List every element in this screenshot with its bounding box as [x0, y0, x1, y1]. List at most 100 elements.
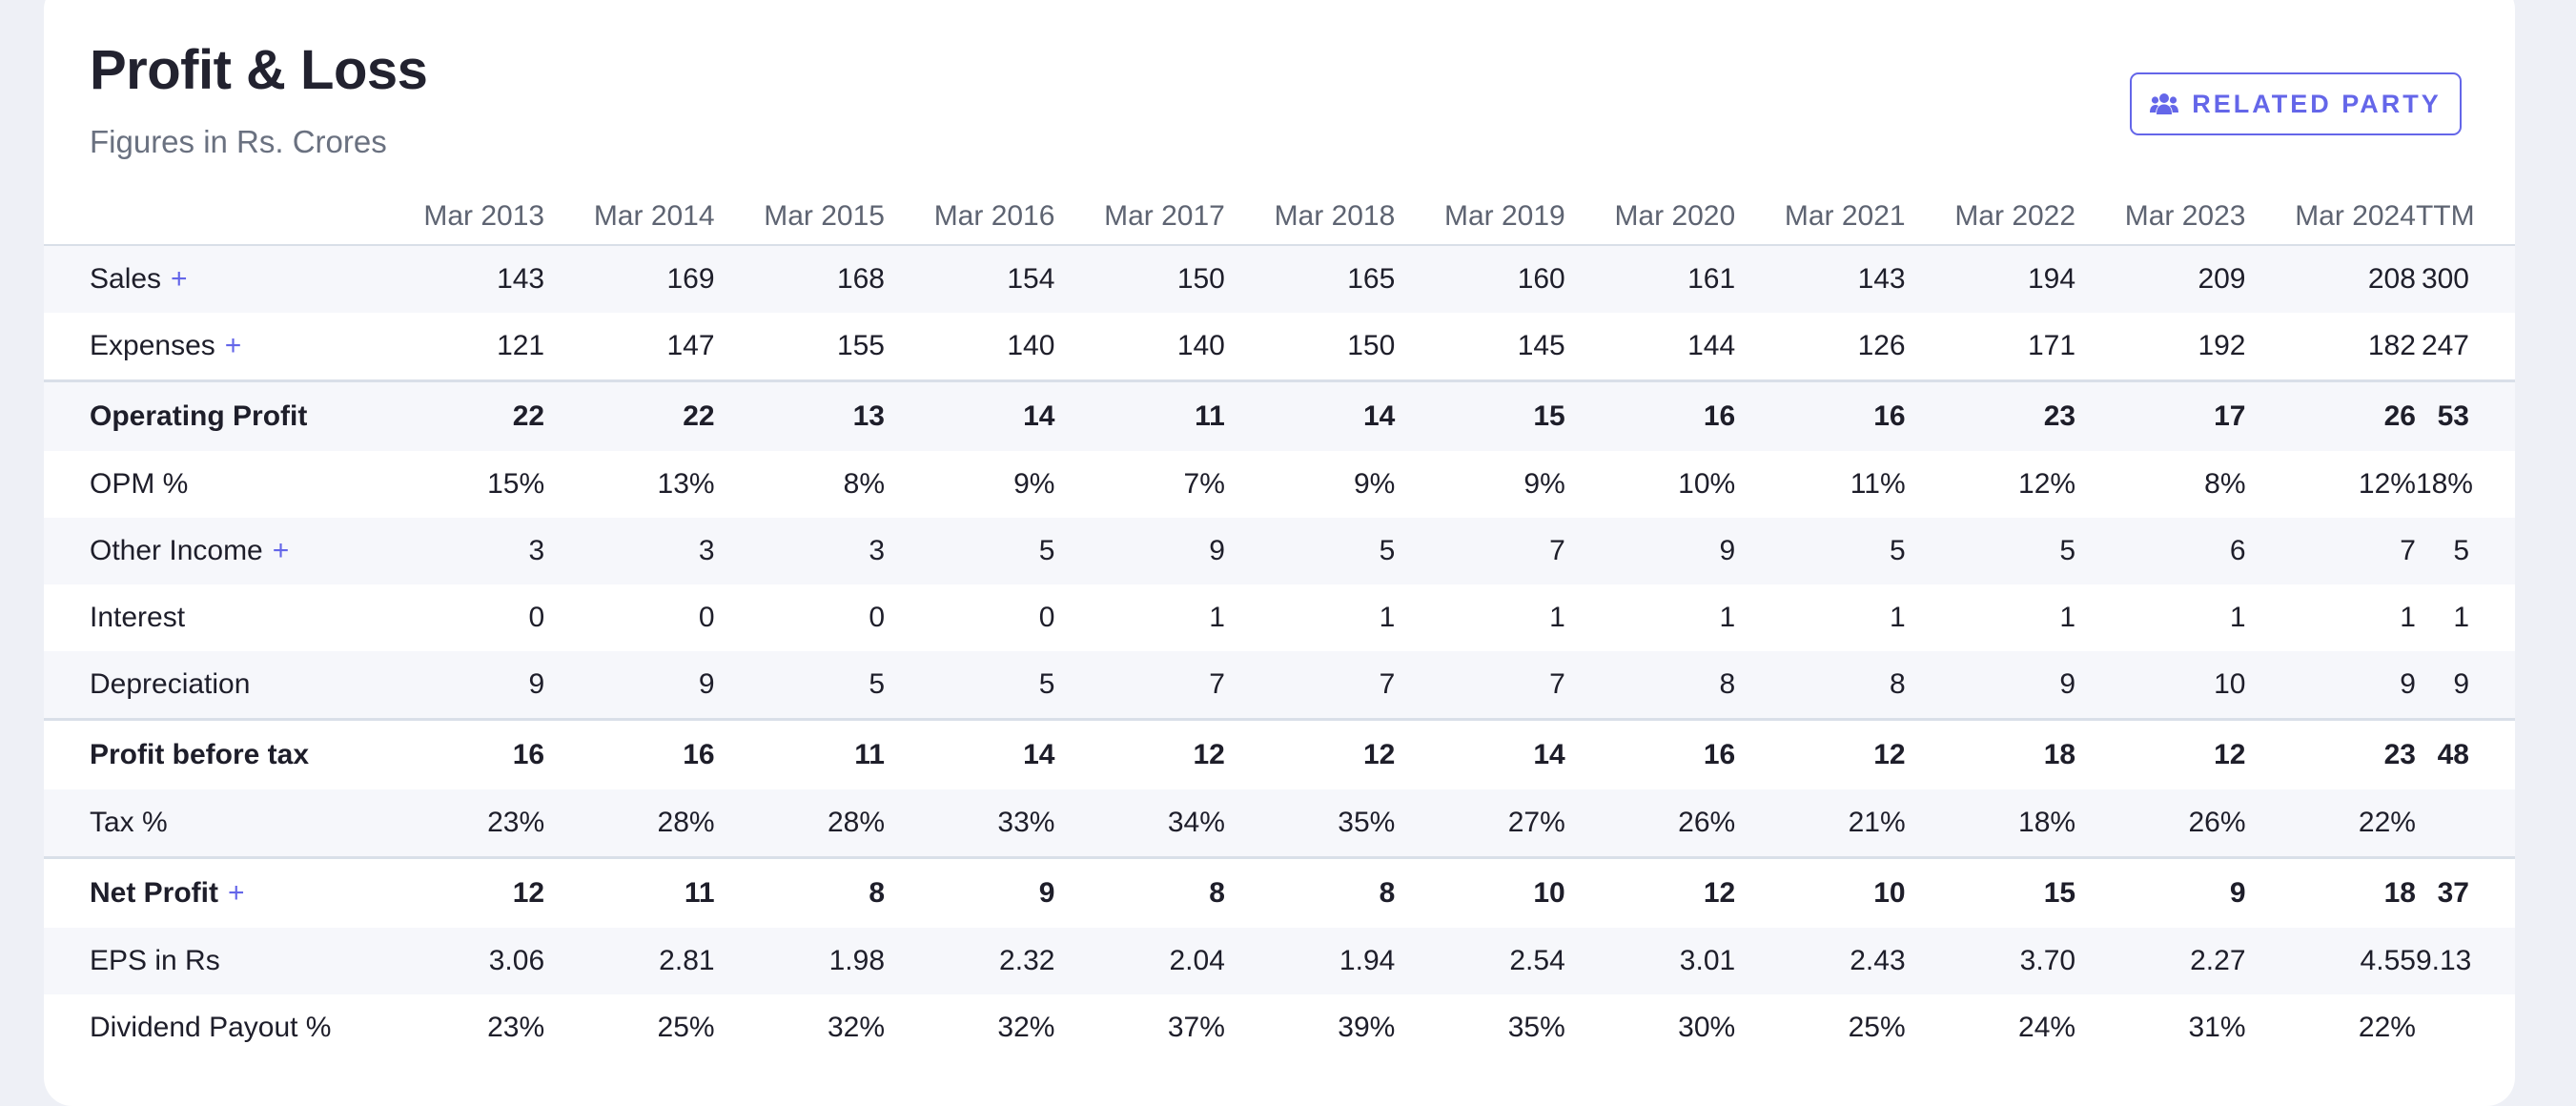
section-title: Profit & Loss	[90, 39, 428, 101]
row-label-cell: Interest	[44, 584, 375, 651]
value-cell: 9	[528, 668, 545, 700]
value-cell: 11%	[1850, 468, 1906, 500]
value-cell: 171	[2028, 330, 2076, 361]
value-cell: 12	[512, 877, 545, 909]
value-cell: 16	[1873, 400, 1906, 432]
value-cell: 147	[666, 330, 715, 361]
value-cell: 1	[2400, 602, 2416, 633]
row-label: Expenses	[90, 330, 215, 361]
row-label: Other Income	[90, 535, 263, 566]
value-cell: 13	[852, 400, 885, 432]
ttm-value-cell: 5	[2453, 535, 2469, 566]
value-cell: 3.70	[2019, 945, 2076, 976]
value-cell: 21%	[1848, 807, 1906, 838]
expand-plus-icon[interactable]: +	[171, 263, 188, 295]
table-row: Profit before tax 16 16 11 14 12 12 14 16 12 18 12 2…	[44, 719, 2515, 789]
value-cell: 11	[854, 739, 885, 770]
related-party-label: RELATED PARTY	[2192, 89, 2442, 118]
expand-plus-icon[interactable]: +	[272, 535, 290, 566]
column-header: Mar 2021	[1784, 200, 1906, 232]
expand-plus-icon[interactable]: +	[224, 330, 242, 361]
value-cell: 3	[869, 535, 885, 566]
value-cell: 140	[1007, 330, 1055, 361]
value-cell: 9%	[1013, 468, 1055, 500]
value-cell: 28%	[657, 807, 715, 838]
ttm-value-cell: 247	[2421, 330, 2469, 361]
row-label-cell: Depreciation	[44, 651, 375, 720]
ttm-value-cell: 37	[2437, 877, 2469, 909]
profit-loss-card: Profit & Loss Figures in Rs. Crores RELA…	[44, 0, 2515, 1106]
value-cell: 16	[683, 739, 715, 770]
related-party-button[interactable]: RELATED PARTY	[2130, 72, 2462, 135]
value-cell: 121	[497, 330, 545, 361]
column-header: Mar 2017	[1104, 200, 1225, 232]
ttm-value-cell: 300	[2421, 263, 2469, 295]
value-cell: 15%	[487, 468, 545, 500]
row-label-cell: Tax %	[44, 789, 375, 858]
value-cell: 7	[1549, 535, 1565, 566]
row-label-cell: Operating Profit	[44, 381, 375, 452]
row-label-cell: Other Income +	[44, 518, 375, 584]
value-cell: 5	[2059, 535, 2076, 566]
value-cell: 5	[869, 668, 885, 700]
value-cell: 9%	[1353, 468, 1396, 500]
value-cell: 31%	[2188, 1012, 2246, 1043]
value-cell: 3.06	[488, 945, 545, 976]
expand-plus-icon[interactable]: +	[228, 877, 245, 909]
value-cell: 14	[1023, 739, 1055, 770]
value-cell: 169	[666, 263, 715, 295]
value-cell: 33%	[997, 807, 1055, 838]
ttm-value-cell: 48	[2437, 739, 2469, 770]
header-label-spacer	[44, 179, 375, 245]
column-header: Mar 2022	[1954, 200, 2076, 232]
value-cell: 18	[2383, 877, 2416, 909]
value-cell: 192	[2198, 330, 2246, 361]
row-label: Operating Profit	[90, 400, 308, 432]
ttm-value-cell: 9	[2453, 668, 2469, 700]
value-cell: 165	[1347, 263, 1396, 295]
profit-loss-table: Mar 2013 Mar 2014 Mar 2015 Mar 2016 Mar …	[44, 179, 2515, 1061]
column-header: Mar 2018	[1274, 200, 1396, 232]
value-cell: 35%	[1338, 807, 1396, 838]
value-cell: 8%	[2204, 468, 2246, 500]
ttm-value-cell: 9.13	[2415, 945, 2472, 976]
value-cell: 11	[684, 877, 715, 909]
row-label-cell: OPM %	[44, 451, 375, 518]
table-row: Other Income +3 3 3 5 9 5 7 9 5 5 6 7 5	[44, 518, 2515, 584]
value-cell: 1	[1889, 602, 1906, 633]
value-cell: 1.94	[1339, 945, 1396, 976]
value-cell: 14	[1023, 400, 1055, 432]
value-cell: 140	[1176, 330, 1225, 361]
value-cell: 161	[1687, 263, 1736, 295]
value-cell: 9	[2059, 668, 2076, 700]
value-cell: 18	[2043, 739, 2076, 770]
value-cell: 30%	[1678, 1012, 1736, 1043]
value-cell: 22%	[2358, 807, 2416, 838]
value-cell: 0	[869, 602, 885, 633]
value-cell: 9	[698, 668, 715, 700]
value-cell: 8	[1379, 877, 1396, 909]
value-cell: 37%	[1167, 1012, 1225, 1043]
value-cell: 12	[1362, 739, 1396, 770]
value-cell: 12	[1873, 739, 1906, 770]
value-cell: 9%	[1523, 468, 1565, 500]
row-label: Profit before tax	[90, 739, 310, 770]
value-cell: 155	[836, 330, 885, 361]
value-cell: 23	[2383, 739, 2416, 770]
table-row: Interest 0 0 0 0 1 1 1 1 1 1 1 1 1	[44, 584, 2515, 651]
table-row: Expenses +121 147 155 140 140 150 145 144 126 171 1…	[44, 313, 2515, 381]
value-cell: 154	[1007, 263, 1055, 295]
row-label: Depreciation	[90, 668, 251, 700]
value-cell: 1	[1209, 602, 1225, 633]
column-header-ttm: TTM	[2415, 200, 2475, 232]
column-header: Mar 2014	[593, 200, 715, 232]
row-label: EPS in Rs	[90, 945, 220, 976]
value-cell: 5	[1889, 535, 1906, 566]
value-cell: 1	[1719, 602, 1736, 633]
row-label: OPM %	[90, 468, 189, 500]
table-row: Tax % 23% 28% 28% 33% 34% 35% 27% 26% 21% 18% 26% 22…	[44, 789, 2515, 858]
value-cell: 13%	[657, 468, 715, 500]
value-cell: 208	[2367, 263, 2416, 295]
value-cell: 22%	[2358, 1012, 2416, 1043]
ttm-value-cell	[2416, 789, 2515, 858]
